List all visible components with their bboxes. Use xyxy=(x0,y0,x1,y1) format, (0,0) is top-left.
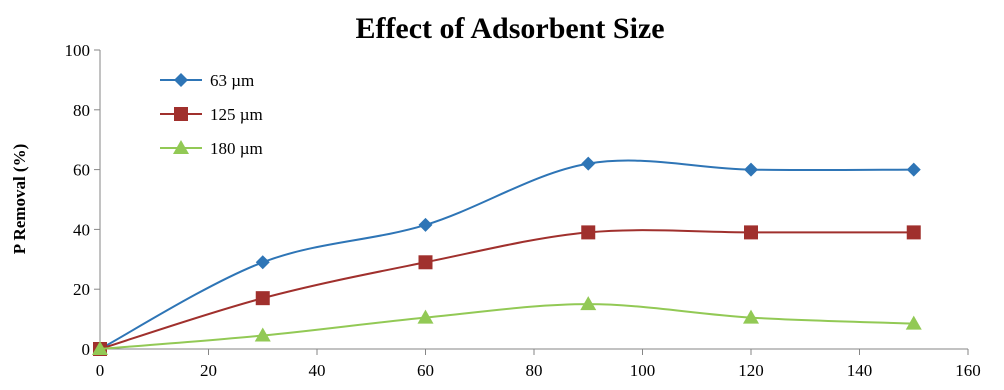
series-line-63-m xyxy=(99,159,914,350)
series-180-m xyxy=(92,296,922,355)
data-point-63-m xyxy=(744,162,758,177)
legend-label-63-m: 63 µm xyxy=(210,71,254,90)
legend-item-63-m: 63 µm xyxy=(160,71,254,90)
data-point-180-m xyxy=(905,315,922,330)
data-point-180-m xyxy=(417,309,434,324)
data-point-125-m xyxy=(418,255,433,270)
x-tick-label: 120 xyxy=(738,361,764,380)
x-tick-label: 100 xyxy=(630,361,656,380)
y-axis-title: P Removal (%) xyxy=(10,144,29,254)
x-tick-label: 40 xyxy=(309,361,326,380)
data-point-63-m xyxy=(906,162,921,177)
x-tick-label: 80 xyxy=(526,361,543,380)
data-point-63-m xyxy=(418,217,433,232)
y-tick-label: 100 xyxy=(65,41,91,60)
y-tick-label: 80 xyxy=(73,101,90,120)
legend-marker-125-m xyxy=(174,107,188,121)
legend-marker-180-m xyxy=(173,140,189,154)
data-point-180-m xyxy=(580,296,597,311)
series-line-125-m xyxy=(99,229,914,350)
data-point-180-m xyxy=(254,327,271,342)
legend-item-180-m: 180 µm xyxy=(160,139,263,158)
data-point-180-m xyxy=(743,309,759,324)
x-tick-label: 0 xyxy=(96,361,105,380)
legend-label-180-m: 180 µm xyxy=(210,139,263,158)
data-point-125-m xyxy=(906,225,921,240)
data-point-125-m xyxy=(255,291,270,306)
chart-title: Effect of Adsorbent Size xyxy=(355,12,664,45)
data-point-63-m xyxy=(581,156,596,171)
y-tick-label: 40 xyxy=(73,220,90,239)
data-point-63-m xyxy=(255,255,270,270)
x-tick-label: 160 xyxy=(955,361,981,380)
y-tick-label: 0 xyxy=(82,340,91,359)
series-line-180-m xyxy=(99,303,914,350)
series-125-m xyxy=(93,225,921,356)
legend: 63 µm 125 µm 180 µm xyxy=(160,71,263,158)
legend-marker-63-m xyxy=(174,73,188,87)
legend-item-125-m: 125 µm xyxy=(160,105,263,124)
data-point-125-m xyxy=(744,225,758,240)
series-63-m xyxy=(93,156,921,356)
y-tick-label: 60 xyxy=(73,161,90,180)
x-tick-label: 20 xyxy=(200,361,217,380)
y-tick-label: 20 xyxy=(73,280,90,299)
data-point-180-m xyxy=(92,341,108,355)
data-point-125-m xyxy=(581,225,596,240)
x-tick-label: 140 xyxy=(847,361,873,380)
plot-area: 0 20 40 60 80 100 0 20 40 60 80 100 120 140 160 xyxy=(65,41,981,380)
legend-label-125-m: 125 µm xyxy=(210,105,263,124)
x-tick-label: 60 xyxy=(417,361,434,380)
